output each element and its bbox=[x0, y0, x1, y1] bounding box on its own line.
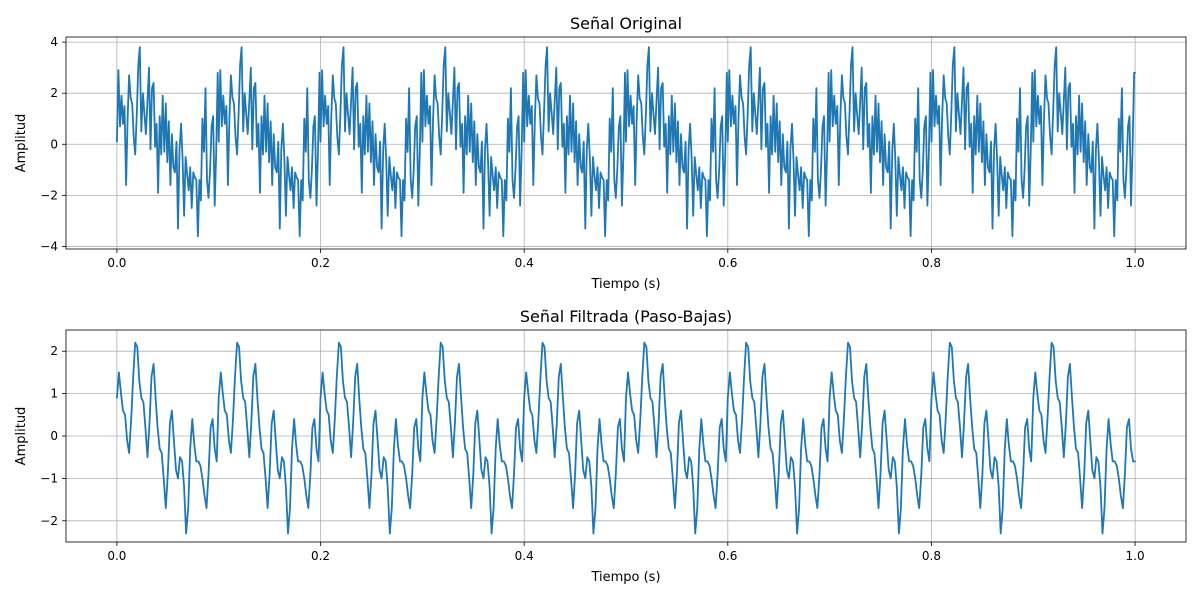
filtered-signal-chart: 0.0 0.2 0.4 0.6 0.8 1.0 −2 −1 0 1 2 Señal Filtrada … bbox=[14, 307, 1187, 585]
x-tick-label: 0.4 bbox=[515, 549, 534, 563]
x-tick-label: 0.4 bbox=[515, 256, 534, 270]
y-tick-label: −4 bbox=[40, 239, 58, 253]
x-axis-label: Tiempo (s) bbox=[590, 570, 660, 585]
y-tick-label: 2 bbox=[50, 344, 58, 358]
y-tick-label: 4 bbox=[50, 35, 58, 49]
y-tick-label: 0 bbox=[50, 429, 58, 443]
plot-frame bbox=[65, 36, 1187, 250]
y-tick-label: 2 bbox=[50, 86, 58, 100]
x-axis-label: Tiempo (s) bbox=[590, 277, 660, 292]
x-tick-label: 1.0 bbox=[1126, 256, 1145, 270]
y-axis-label: Amplitud bbox=[14, 114, 29, 173]
chart-title: Señal Filtrada (Paso-Bajas) bbox=[520, 307, 732, 326]
x-tick-label: 0.2 bbox=[311, 256, 330, 270]
y-tick-label: 0 bbox=[50, 137, 58, 151]
x-tick-label: 0.8 bbox=[922, 549, 941, 563]
y-tick-label: 1 bbox=[50, 387, 58, 401]
signal-line bbox=[116, 341, 1136, 535]
x-tick-label: 0.6 bbox=[718, 256, 737, 270]
y-tick-label: −2 bbox=[40, 188, 58, 202]
original-signal-chart: 0.0 0.2 0.4 0.6 0.8 1.0 −4 −2 0 2 4 Señal Original T… bbox=[14, 14, 1187, 292]
signal-line bbox=[116, 46, 1136, 238]
x-tick-label: 1.0 bbox=[1126, 549, 1145, 563]
x-tick-label: 0.2 bbox=[311, 549, 330, 563]
y-axis-label: Amplitud bbox=[14, 407, 29, 466]
x-tick-label: 0.6 bbox=[718, 549, 737, 563]
chart-title: Señal Original bbox=[570, 14, 682, 33]
y-tick-label: −1 bbox=[40, 471, 58, 485]
y-tick-label: −2 bbox=[40, 514, 58, 528]
x-tick-label: 0.0 bbox=[107, 549, 126, 563]
x-tick-label: 0.8 bbox=[922, 256, 941, 270]
x-tick-label: 0.0 bbox=[107, 256, 126, 270]
